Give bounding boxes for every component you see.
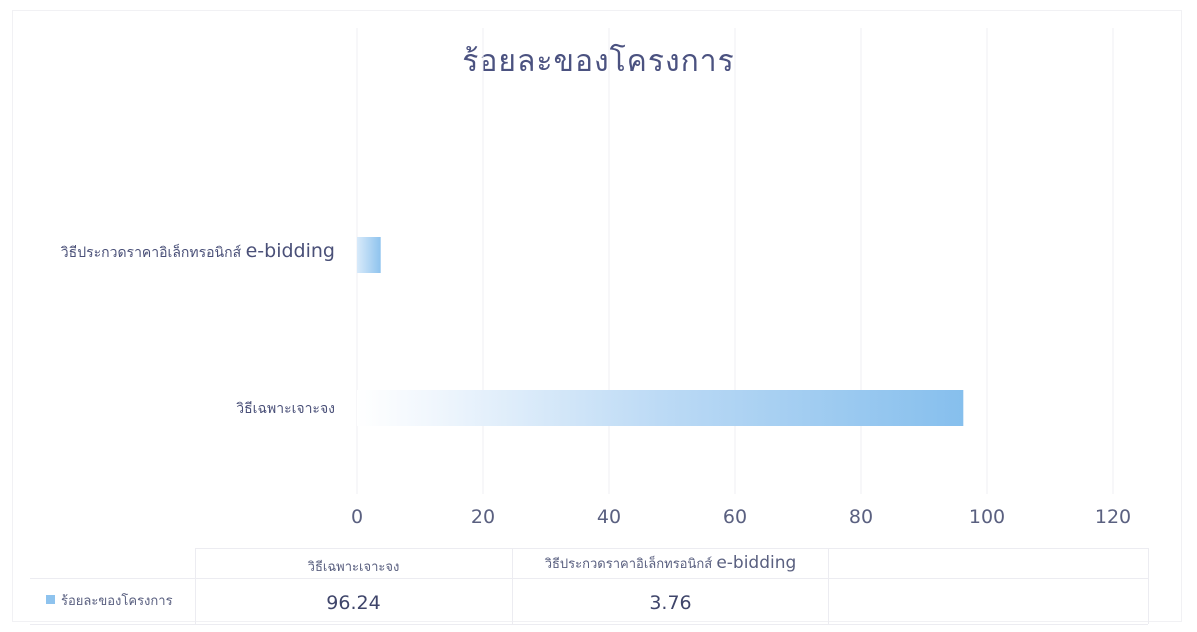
x-tick-label: 20: [470, 506, 496, 528]
chart-frame: [12, 10, 1182, 622]
x-tick-label: 80: [848, 506, 874, 528]
bar-specific: [357, 390, 964, 426]
table-rule: [195, 548, 1148, 549]
table-divider: [512, 548, 513, 624]
table-header-ebidding-en: e-bidding: [716, 553, 797, 573]
table-value-ebidding: 3.76: [649, 592, 692, 614]
legend-color-key: [46, 595, 55, 604]
table-divider: [195, 548, 196, 624]
table-rule: [30, 578, 1148, 579]
table-rule: [30, 624, 1148, 625]
x-tick-label: 60: [722, 506, 748, 528]
table-divider: [828, 548, 829, 624]
x-tick-label: 0: [350, 506, 364, 528]
y-axis-label-ebidding-th: วิธีประกวดราคาอิเล็กทรอนิกส์: [60, 245, 242, 261]
x-tick-label: 100: [968, 506, 1006, 528]
chart-title: ร้อยละของโครงการ: [462, 44, 735, 79]
table-header-ebidding: วิธีประกวดราคาอิเล็กทรอนิกส์ e-bidding: [512, 553, 829, 574]
table-value-specific: 96.24: [326, 592, 381, 614]
table-divider: [1148, 548, 1149, 624]
table-header-specific: วิธีเฉพาะเจาะจง: [307, 560, 400, 575]
y-axis-label-ebidding: วิธีประกวดราคาอิเล็กทรอนิกส์ e-bidding: [61, 240, 335, 264]
y-axis-label-specific: วิธีเฉพาะเจาะจง: [236, 401, 335, 417]
y-axis-label-ebidding-en: e-bidding: [245, 240, 335, 262]
x-tick-label: 40: [596, 506, 622, 528]
bar-ebidding: [357, 237, 381, 273]
legend-label: ร้อยละของโครงการ: [61, 594, 173, 609]
table-header-ebidding-th: วิธีประกวดราคาอิเล็กทรอนิกส์: [544, 557, 713, 572]
x-tick-label: 120: [1094, 506, 1132, 528]
